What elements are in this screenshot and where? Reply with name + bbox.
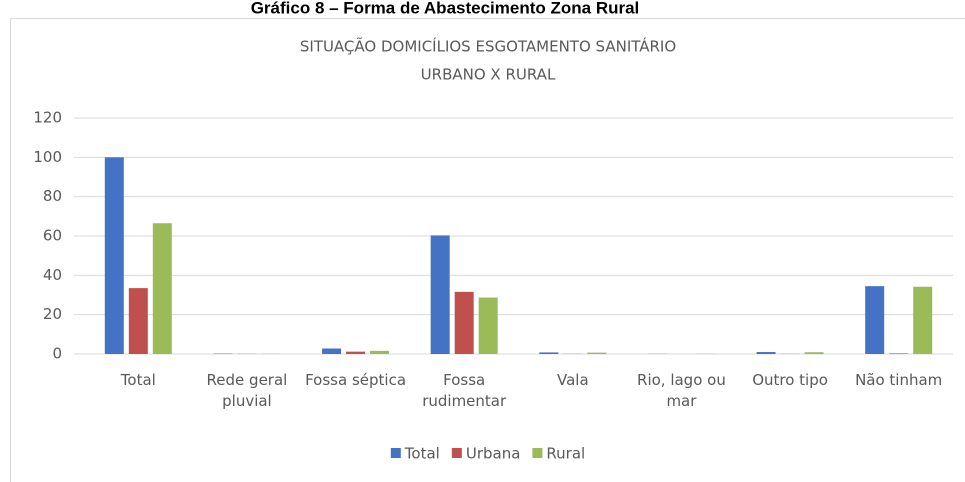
x-tick-label: Rede geral pluvial xyxy=(206,371,288,410)
y-tick-label: 120 xyxy=(33,109,62,127)
bar xyxy=(128,288,148,354)
y-tick-label: 20 xyxy=(43,305,62,323)
x-tick-label: Não tinham xyxy=(855,371,943,389)
bar xyxy=(322,348,342,354)
bar xyxy=(152,223,172,354)
bar xyxy=(804,352,824,354)
y-tick-label: 100 xyxy=(33,148,62,166)
x-tick-label: Rio, lago ou mar xyxy=(637,371,726,410)
y-tick-label: 40 xyxy=(43,266,62,284)
legend-label: Urbana xyxy=(466,445,521,463)
x-tick-label: Outro tipo xyxy=(752,371,828,389)
bar xyxy=(913,286,933,354)
legend-swatch xyxy=(390,448,401,458)
bar xyxy=(454,291,474,354)
y-tick-label: 80 xyxy=(43,187,62,205)
x-tick-label: Total xyxy=(120,371,156,389)
bar xyxy=(430,235,450,354)
y-tick-label: 60 xyxy=(43,227,62,245)
y-tick-label: 0 xyxy=(52,345,62,363)
bar xyxy=(370,350,390,354)
bar xyxy=(756,352,776,354)
caption: Gráfico 8 – Forma de Abastecimento Zona … xyxy=(251,0,640,17)
chart-title: URBANO X RURAL xyxy=(421,66,556,84)
x-tick-label: Fossa rudimentar xyxy=(422,371,507,410)
x-tick-label: Fossa séptica xyxy=(305,371,407,389)
legend-swatch xyxy=(532,448,543,458)
chart-title: SITUAÇÃO DOMICÍLIOS ESGOTAMENTO SANITÁRI… xyxy=(300,37,676,56)
legend-label: Total xyxy=(404,445,440,463)
bar xyxy=(104,157,124,354)
bar xyxy=(587,352,607,354)
bar xyxy=(346,351,366,354)
bar xyxy=(539,352,559,354)
bar xyxy=(865,286,885,354)
legend-label: Rural xyxy=(546,445,585,463)
bar xyxy=(478,297,498,354)
bar xyxy=(889,353,909,354)
legend-swatch xyxy=(451,448,462,458)
x-tick-label: Vala xyxy=(556,371,589,389)
